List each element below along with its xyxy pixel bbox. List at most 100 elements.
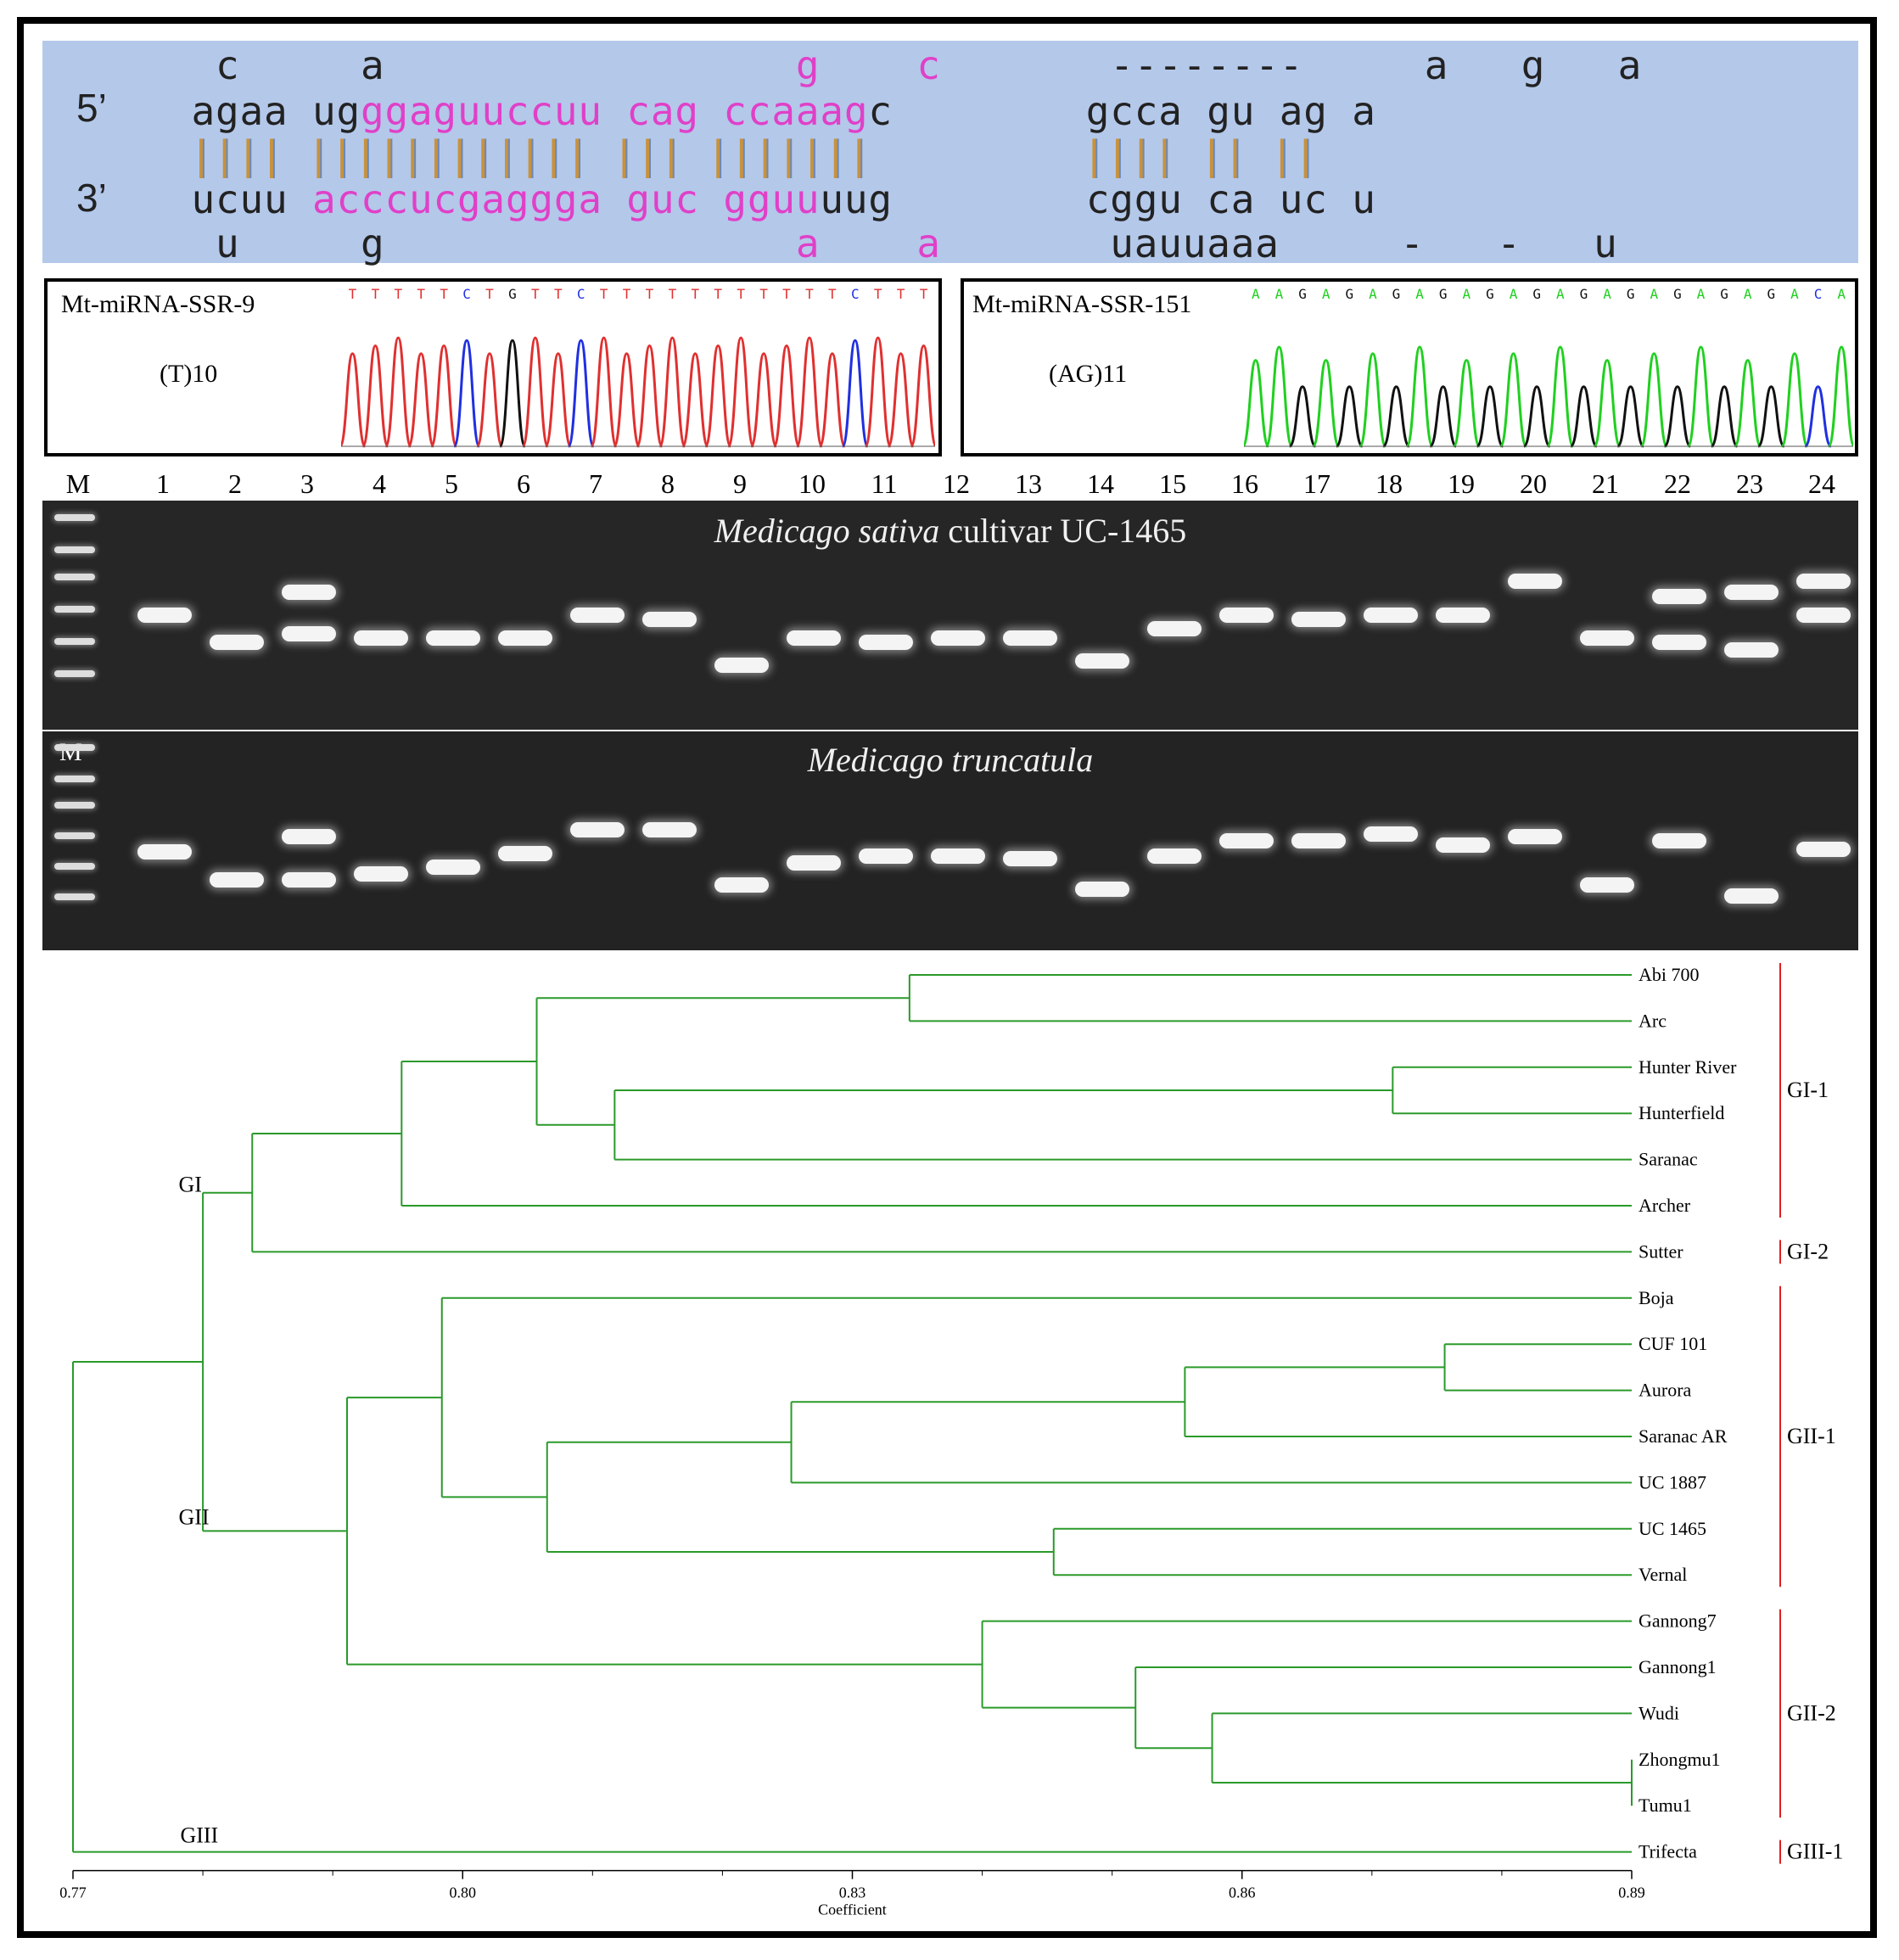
mirna-hairpin-panel: 5’ 3’ c a g c -------- a g a agaa ugggag… — [42, 41, 1858, 266]
trace-peak — [429, 344, 458, 448]
ladder-band — [54, 801, 95, 809]
base-call: A — [1369, 287, 1377, 302]
base-call: C — [1814, 287, 1823, 302]
trace-peak — [841, 339, 870, 448]
ladder-band — [54, 862, 95, 870]
leaf-label: UC 1887 — [1639, 1471, 1706, 1492]
subgroup-label: GII-2 — [1787, 1700, 1836, 1725]
hairpin-segment — [820, 221, 916, 266]
ladder-band — [54, 893, 95, 900]
leaf-label: Abi 700 — [1639, 964, 1700, 985]
base-call: G — [1532, 287, 1541, 302]
base-call: T — [782, 287, 791, 302]
base-call: C — [851, 287, 860, 302]
lane-number: 6 — [517, 468, 530, 499]
trace-peak — [1639, 352, 1668, 448]
trace-peak — [1686, 345, 1716, 448]
base-call: T — [759, 287, 768, 302]
hairpin-segment: cag — [626, 88, 699, 134]
pcr-band — [1147, 848, 1202, 865]
pcr-band — [714, 876, 769, 893]
pcr-band — [1796, 842, 1851, 858]
lane-number: 16 — [1231, 468, 1258, 499]
base-call: T — [485, 287, 494, 302]
base-call: A — [1744, 287, 1752, 302]
base-call: C — [462, 287, 471, 302]
pcr-band — [570, 608, 625, 623]
base-call: C — [577, 287, 585, 302]
hairpin-segment: uug cggu ca uc u — [820, 176, 1376, 222]
pcr-band — [1724, 641, 1779, 658]
lane-number: 21 — [1592, 468, 1619, 499]
pcr-band — [1075, 881, 1129, 897]
pcr-band — [931, 848, 985, 865]
trace-peak — [1710, 385, 1739, 448]
hairpin-segment: u g — [119, 221, 796, 266]
marker-lane-label: M — [65, 468, 91, 499]
trace-peak — [361, 344, 389, 448]
pcr-band — [1580, 876, 1634, 893]
pcr-band — [787, 630, 841, 646]
gel-title: Medicago truncatula — [42, 740, 1858, 780]
trace-peak — [1593, 359, 1622, 448]
pcr-band — [1291, 612, 1346, 628]
base-call: G — [1486, 287, 1494, 302]
trace-peak — [772, 344, 801, 448]
tick-label: 0.77 — [59, 1884, 87, 1901]
base-call: T — [349, 287, 357, 302]
tick-label: 0.80 — [450, 1884, 477, 1901]
trace-peak — [681, 352, 709, 448]
base-call: T — [417, 287, 425, 302]
ladder-band — [54, 514, 95, 522]
lane-number: 11 — [871, 468, 898, 499]
pcr-band — [1508, 573, 1562, 589]
pcr-band — [1364, 608, 1418, 623]
trace-peak — [475, 352, 504, 448]
lane-number: 7 — [589, 468, 602, 499]
ladder-band — [54, 574, 95, 581]
base-call: G — [508, 287, 517, 302]
hairpin-segment — [602, 88, 627, 134]
hairpin-segment: gguu — [723, 176, 821, 222]
lane-number: 2 — [228, 468, 242, 499]
trace-peak — [703, 344, 732, 448]
hairpin-segment: c gcca gu ag a — [868, 88, 1376, 134]
leaf-label: Trifecta — [1639, 1841, 1697, 1862]
base-call: G — [1439, 287, 1448, 302]
pcr-band — [1003, 630, 1057, 646]
lane-number: 9 — [733, 468, 747, 499]
leaf-label: Gannong7 — [1639, 1610, 1717, 1632]
base-call: T — [623, 287, 631, 302]
leaf-label: Hunterfield — [1639, 1102, 1724, 1123]
base-call: A — [1837, 287, 1846, 302]
pcr-band — [1652, 589, 1706, 605]
group-label: GII — [178, 1504, 209, 1529]
base-call: G — [1298, 287, 1307, 302]
gel-title-species: Medicago truncatula — [807, 741, 1094, 779]
pcr-band — [426, 859, 480, 875]
trace-peak — [1663, 385, 1692, 448]
lane-number: 17 — [1303, 468, 1330, 499]
base-call: A — [1603, 287, 1611, 302]
three-prime-label: 3’ — [76, 176, 107, 220]
base-call: T — [669, 287, 677, 302]
hairpin-row-bulge-top: c a g c -------- a g a — [119, 42, 1642, 88]
x-axis-title: Coefficient — [818, 1901, 887, 1918]
trace-peak — [1244, 359, 1270, 448]
lane-number: 3 — [300, 468, 314, 499]
pcr-band — [1291, 833, 1346, 848]
pcr-band — [282, 585, 336, 600]
hairpin-segment: acccucgaggga — [311, 176, 602, 222]
base-call: A — [1556, 287, 1565, 302]
base-call: A — [1322, 287, 1330, 302]
base-call: G — [1345, 287, 1353, 302]
trace-peak — [1780, 352, 1809, 448]
base-call: G — [1627, 287, 1635, 302]
ladder-band — [54, 638, 95, 645]
trace-peak — [1546, 345, 1575, 448]
trace-peak — [1335, 385, 1364, 448]
gel-medicago-truncatula: M Medicago truncatula — [42, 731, 1858, 950]
trace-peak — [795, 336, 824, 448]
base-call: A — [1275, 287, 1284, 302]
